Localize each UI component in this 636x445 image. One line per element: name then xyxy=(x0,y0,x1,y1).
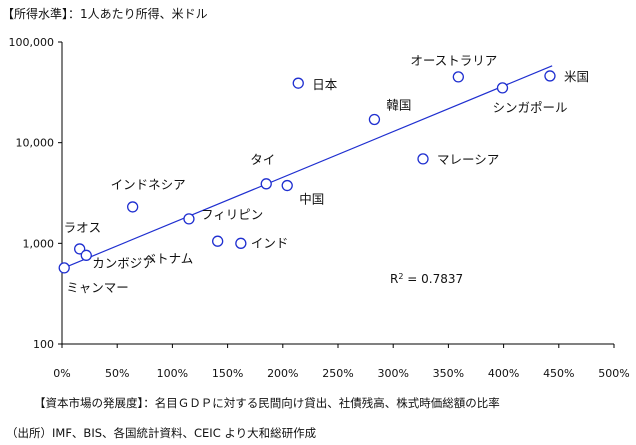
data-point xyxy=(417,153,429,165)
y-tick-label: 100,000 xyxy=(9,36,55,49)
x-tick-label: 450% xyxy=(543,367,574,380)
data-point xyxy=(260,178,272,190)
data-point xyxy=(80,249,92,261)
x-tick-label: 150% xyxy=(212,367,243,380)
r-squared-value: = 0.7837 xyxy=(403,272,463,286)
data-point xyxy=(183,213,195,225)
data-point xyxy=(74,243,86,255)
data-point xyxy=(544,70,556,82)
x-tick-label: 0% xyxy=(53,367,70,380)
point-label: カンボジア xyxy=(92,255,155,270)
data-point xyxy=(452,71,464,83)
point-label: 中国 xyxy=(299,192,324,207)
data-point xyxy=(212,235,224,247)
point-label: シンガポール xyxy=(492,100,567,115)
r-squared-symbol: R xyxy=(390,272,398,286)
x-tick-label: 250% xyxy=(322,367,353,380)
data-point xyxy=(496,82,509,94)
point-label: フィリピン xyxy=(201,207,263,222)
x-tick-label: 50% xyxy=(105,367,129,380)
trendline xyxy=(61,65,553,270)
x-axis-title: 【資本市場の発展度】：名目ＧＤＰに対する民間向け貸出、社債残高、株式時価総額の比… xyxy=(34,396,500,410)
point-label: インド xyxy=(251,235,289,250)
point-label: 米国 xyxy=(564,69,589,84)
data-point xyxy=(281,179,293,192)
r-squared-annotation: R2 = 0.7837 xyxy=(390,272,463,287)
y-axis-title: 【所得水準】：1人あたり所得、米ドル xyxy=(2,7,208,21)
data-point xyxy=(58,262,70,274)
point-label: インドネシア xyxy=(111,177,186,192)
x-tick-label: 100% xyxy=(157,367,188,380)
y-tick-label: 1,000 xyxy=(23,237,55,250)
data-point xyxy=(127,201,139,213)
r-squared-superscript: 2 xyxy=(398,272,403,281)
data-point xyxy=(368,113,381,126)
point-label: 日本 xyxy=(312,77,338,92)
x-tick-label: 350% xyxy=(433,367,464,380)
axes xyxy=(58,41,615,348)
y-tick-label: 10,000 xyxy=(16,137,55,150)
point-label: タイ xyxy=(250,152,275,167)
x-tick-label: 400% xyxy=(488,367,519,380)
point-label: ミャンマー xyxy=(66,280,129,295)
data-point xyxy=(292,77,304,89)
point-label: ベトナム xyxy=(144,251,194,266)
point-label: マレーシア xyxy=(437,152,499,167)
x-tick-label: 200% xyxy=(267,367,298,380)
data-point xyxy=(235,237,247,249)
point-label: オーストラリア xyxy=(410,53,497,68)
data-points xyxy=(58,70,556,274)
source-note: （出所）IMF、BIS、各国統計資料、CEIC より大和総研作成 xyxy=(6,426,317,440)
x-tick-label: 300% xyxy=(377,367,408,380)
point-label: 韓国 xyxy=(386,97,411,112)
x-tick-label: 500% xyxy=(598,367,629,380)
y-tick-label: 100 xyxy=(33,338,54,351)
point-label: ラオス xyxy=(64,220,102,235)
